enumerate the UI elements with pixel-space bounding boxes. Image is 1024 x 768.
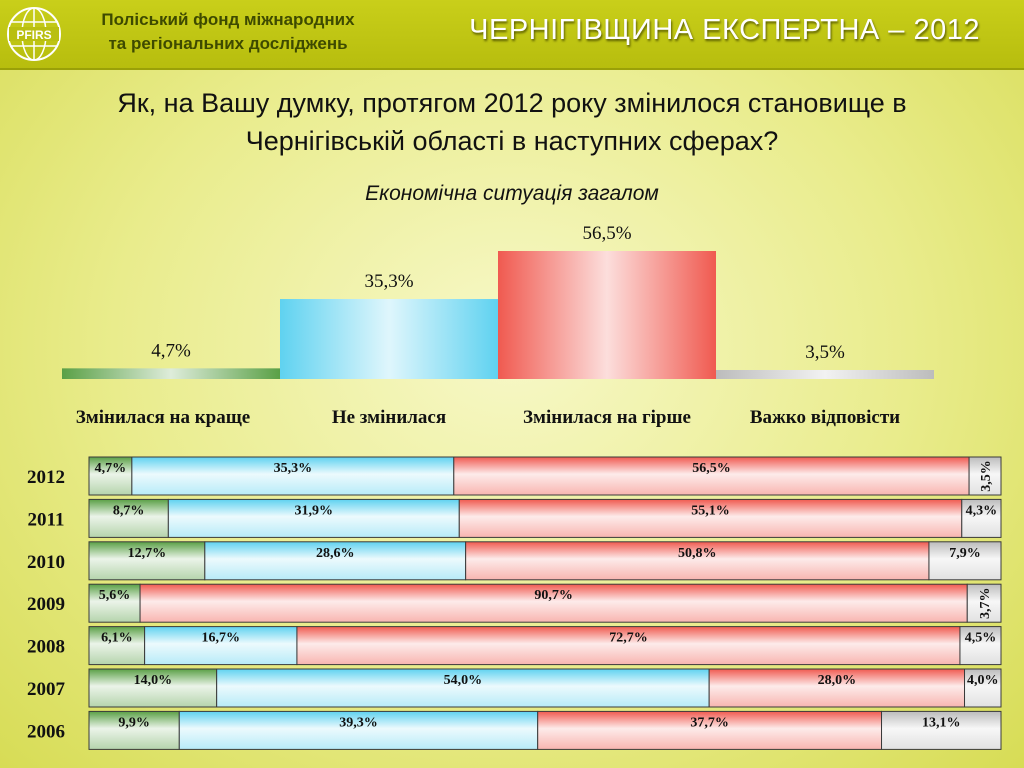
top-category-label-worse: Змінилася на гірше	[523, 407, 691, 428]
segment-2010-better	[88, 541, 206, 581]
segment-label-2008-hard: 4,5%	[965, 631, 997, 646]
org-name-line2: та регіональних досліджень	[108, 34, 348, 53]
organization-name: Поліський фонд міжнародних та регіональн…	[78, 8, 378, 56]
question-line1: Як, на Вашу думку, протягом 2012 року зм…	[117, 88, 907, 118]
segment-2008-worse	[296, 626, 961, 666]
segment-label-2007-better: 14,0%	[134, 673, 173, 688]
segment-2011-same	[167, 498, 460, 538]
segment-2011-better	[88, 498, 169, 538]
segment-2010-hard	[928, 541, 1002, 581]
top-bar-worse	[498, 251, 716, 379]
segment-label-2010-worse: 50,8%	[678, 546, 717, 561]
segment-2006-hard	[881, 710, 1002, 750]
top-value-label-same: 35,3%	[364, 271, 413, 292]
survey-question: Як, на Вашу думку, протягом 2012 року зм…	[40, 84, 984, 160]
segment-label-2007-hard: 4,0%	[967, 673, 999, 688]
segment-2007-worse	[708, 668, 966, 708]
top-category-label-same: Не змінилася	[332, 407, 446, 428]
segment-label-2009-hard: 3,7%	[978, 587, 993, 619]
segment-label-2006-same: 39,3%	[339, 715, 378, 730]
segment-label-2009-better: 5,6%	[99, 588, 131, 603]
year-label-2011: 2011	[28, 509, 65, 530]
segment-2010-same	[204, 541, 467, 581]
segment-2012-better	[88, 456, 133, 496]
top-bar-hard	[716, 370, 934, 379]
year-label-2008: 2008	[27, 637, 65, 658]
segment-2011-hard	[961, 498, 1002, 538]
brand-title: ЧЕРНІГІВЩИНА ЕКСПЕРТНА – 2012	[469, 14, 980, 46]
segment-2009-worse	[139, 583, 968, 623]
segment-2010-worse	[465, 541, 930, 581]
segment-label-2008-worse: 72,7%	[609, 631, 648, 646]
segment-label-2006-hard: 13,1%	[922, 715, 961, 730]
segment-label-2011-hard: 4,3%	[966, 503, 998, 518]
segment-label-2012-worse: 56,5%	[692, 461, 731, 476]
segment-label-2008-same: 16,7%	[202, 631, 241, 646]
segment-2008-hard	[959, 626, 1002, 666]
chart-subtitle: Економічна ситуація загалом	[365, 182, 659, 205]
segment-label-2007-same: 54,0%	[444, 673, 483, 688]
segment-label-2008-better: 6,1%	[101, 631, 133, 646]
year-label-2010: 2010	[27, 552, 65, 573]
segment-label-2012-same: 35,3%	[274, 461, 313, 476]
question-line2: Чернігівській області в наступних сферах…	[245, 126, 779, 156]
segment-2012-hard	[968, 456, 1002, 496]
top-bar-same	[280, 299, 498, 379]
segment-label-2006-worse: 37,7%	[690, 715, 729, 730]
segment-label-2010-same: 28,6%	[316, 546, 355, 561]
top-value-label-hard: 3,5%	[805, 342, 845, 363]
segment-2009-better	[88, 583, 141, 623]
year-label-2009: 2009	[27, 594, 65, 615]
top-value-label-worse: 56,5%	[582, 223, 631, 244]
segment-2009-hard	[966, 583, 1002, 623]
segment-label-2010-better: 12,7%	[128, 546, 167, 561]
segment-2007-better	[88, 668, 218, 708]
header-bar: PFIRS Поліський фонд міжнародних та регі…	[0, 0, 1024, 70]
segment-label-2006-better: 9,9%	[118, 715, 150, 730]
logo-text: PFIRS	[16, 28, 51, 42]
segment-label-2007-worse: 28,0%	[818, 673, 857, 688]
segment-2007-hard	[964, 668, 1002, 708]
segment-label-2012-hard: 3,5%	[979, 460, 994, 492]
segment-2006-worse	[537, 710, 883, 750]
segment-label-2011-same: 31,9%	[295, 503, 334, 518]
top-value-label-better: 4,7%	[151, 340, 191, 361]
segment-label-2011-better: 8,7%	[113, 503, 145, 518]
year-label-2006: 2006	[27, 721, 65, 742]
pfirs-globe-logo-icon: PFIRS	[7, 7, 61, 61]
segment-2012-worse	[453, 456, 970, 496]
segment-label-2011-worse: 55,1%	[691, 503, 730, 518]
segment-2012-same	[131, 456, 455, 496]
segment-label-2010-hard: 7,9%	[949, 546, 981, 561]
segment-label-2009-worse: 90,7%	[534, 588, 573, 603]
segment-2011-worse	[458, 498, 963, 538]
segment-2007-same	[216, 668, 710, 708]
top-category-label-hard: Важко відповісти	[750, 407, 900, 428]
top-bar-better	[62, 368, 280, 379]
segment-2008-same	[144, 626, 298, 666]
year-label-2007: 2007	[27, 679, 66, 700]
year-label-2012: 2012	[27, 467, 65, 488]
segment-label-2012-better: 4,7%	[95, 461, 127, 476]
top-category-label-better: Змінилася на краще	[76, 407, 250, 428]
org-name-line1: Поліський фонд міжнародних	[101, 10, 355, 29]
segment-2006-better	[88, 710, 180, 750]
